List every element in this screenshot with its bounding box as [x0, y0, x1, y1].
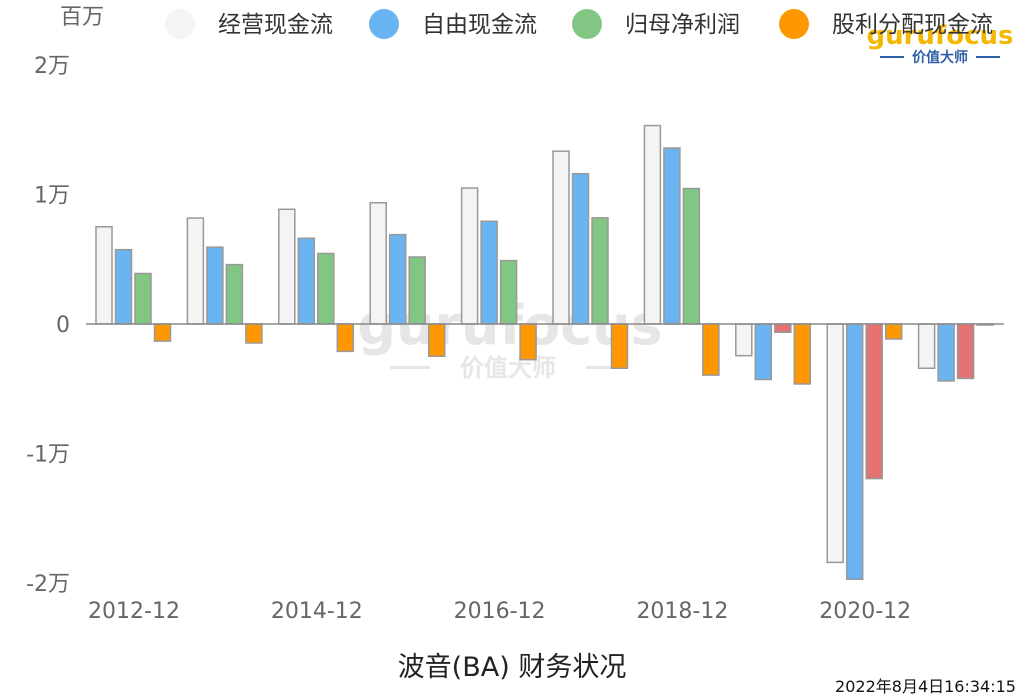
x-tick-label-3: 2018-12: [636, 599, 728, 624]
legend-marker-2: [572, 9, 602, 39]
legend: 经营现金流 自由现金流 归母净利润 股利分配现金流: [165, 9, 993, 39]
bar-2015-12-s3: [427, 323, 446, 357]
legend-label-3: 股利分配现金流: [832, 12, 993, 38]
bar-group-2016-12: [460, 187, 537, 361]
bar-2012-12-s1: [114, 248, 133, 325]
unit-label: 百万: [60, 5, 104, 30]
y-tick-label-4: -2万: [26, 572, 70, 597]
x-tick-label-4: 2020-12: [819, 599, 911, 624]
bar-2015-12-s1: [388, 233, 407, 325]
y-tick-label-0: 2万: [34, 54, 70, 79]
bar-group-2012-12: [95, 226, 172, 342]
timestamp: 2022年8月4日16:34:15: [835, 677, 1016, 695]
bar-group-2019-12: [735, 323, 812, 385]
bar-2020-12-s0: [826, 323, 844, 564]
bar-2012-12-s0: [95, 226, 113, 325]
bar-2016-12-s2: [499, 259, 518, 325]
bar-2014-12-s1: [297, 237, 316, 325]
bar-2016-12-s3: [519, 323, 537, 361]
legend-label-2: 归母净利润: [625, 12, 740, 38]
y-axis: 2万 1万 0 -1万 -2万: [26, 54, 70, 597]
bar-2019-12-s1: [754, 323, 773, 381]
bar-2014-12-s0: [278, 208, 296, 325]
bar-2015-12-s0: [369, 201, 387, 325]
legend-marker-1: [369, 9, 399, 39]
x-axis: 2012-12 2014-12 2016-12 2018-12 2020-12: [88, 599, 911, 624]
bar-2012-12-s2: [134, 272, 152, 325]
bar-2019-12-s0: [735, 323, 753, 357]
bar-2013-12-s0: [186, 217, 205, 325]
bar-2015-12-s2: [408, 256, 426, 325]
watermark-rule: [586, 366, 626, 369]
logo-rule: [880, 56, 904, 58]
legend-marker-0: [165, 9, 195, 39]
logo-rule: [976, 56, 1000, 58]
bar-2014-12-s3: [336, 323, 355, 353]
bar-2017-12-s1: [571, 172, 590, 325]
bar-2019-12-s3: [793, 323, 812, 385]
bar-2017-12-s0: [552, 150, 570, 325]
bar-2012-12-s3: [153, 323, 172, 342]
x-tick-label-0: 2012-12: [88, 599, 180, 624]
bar-2016-12-s1: [480, 220, 498, 325]
bar-2020-12-s2: [865, 323, 883, 480]
logo-text: gurufocus: [866, 21, 1013, 51]
watermark-subtext: 价值大师: [460, 354, 556, 382]
watermark-rule: [390, 366, 430, 369]
bar-2020-12-s1: [845, 323, 864, 581]
bar-2020-12-s3: [884, 323, 903, 340]
bar-2019-12-s2: [774, 323, 792, 333]
logo-subtext: 价值大师: [912, 49, 968, 66]
bar-2013-12-s2: [225, 263, 244, 325]
bar-group-2015-12: [369, 201, 446, 357]
y-tick-label-1: 1万: [34, 184, 70, 209]
bar-2021-12-s1: [937, 323, 955, 382]
bar-2017-12-s2: [591, 217, 609, 325]
x-tick-label-2: 2016-12: [454, 599, 546, 624]
bar-2018-12-s1: [663, 147, 681, 325]
bar-group-2018-12: [643, 124, 720, 376]
bar-2021-12-s0: [917, 323, 936, 369]
bar-2016-12-s0: [460, 187, 479, 325]
bar-2018-12-s0: [643, 124, 662, 325]
legend-label-1: 自由现金流: [422, 12, 537, 38]
bar-group-2021-12: [917, 323, 994, 382]
bar-group-2013-12: [186, 217, 263, 344]
chart-title: 波音(BA) 财务状况: [398, 652, 627, 683]
bar-group-2020-12: [826, 323, 903, 581]
x-tick-label-1: 2014-12: [271, 599, 363, 624]
bar-2014-12-s2: [317, 252, 335, 325]
bar-2021-12-s2: [956, 323, 975, 380]
bar-2013-12-s3: [245, 323, 263, 344]
y-tick-label-3: -1万: [26, 443, 70, 468]
legend-marker-3: [779, 9, 809, 39]
bar-group-2014-12: [278, 208, 355, 353]
bars: [95, 124, 994, 581]
bar-2018-12-s3: [702, 323, 720, 376]
bar-2018-12-s2: [682, 187, 701, 325]
legend-label-0: 经营现金流: [218, 12, 333, 38]
bar-2013-12-s1: [206, 246, 224, 325]
y-tick-label-2: 0: [56, 313, 70, 338]
bar-2017-12-s3: [610, 323, 629, 370]
